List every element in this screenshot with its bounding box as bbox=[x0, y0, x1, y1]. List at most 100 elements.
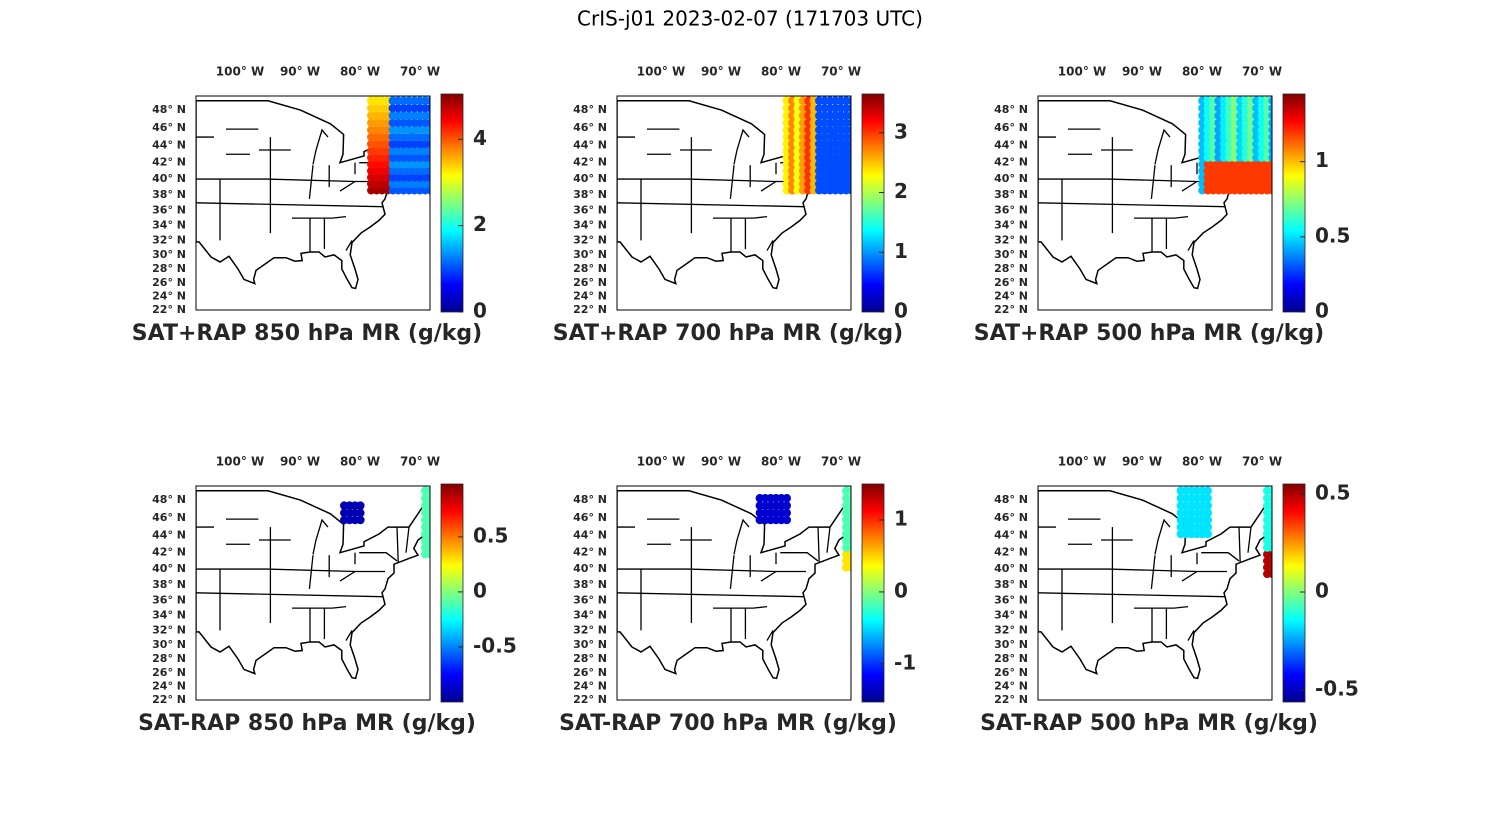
lat-tick-label: 24° N bbox=[573, 680, 607, 693]
lat-tick-label: 44° N bbox=[573, 139, 607, 152]
retrieval-dot bbox=[426, 166, 430, 176]
lat-tick-label: 42° N bbox=[152, 546, 186, 559]
retrieval-dot bbox=[426, 522, 430, 532]
retrieval-dot bbox=[1268, 186, 1272, 195]
state-border bbox=[1038, 592, 1225, 598]
lon-tick-label: 80° W bbox=[761, 65, 801, 79]
colorbar bbox=[440, 483, 464, 703]
colorbar-tick-label: 0.5 bbox=[1315, 480, 1350, 504]
map-panel: 100° W 90° W 80° W 70° W 22° N24° N26° N28° … bbox=[980, 455, 1359, 737]
lat-tick-label: 34° N bbox=[573, 609, 607, 622]
retrieval-dot bbox=[847, 96, 851, 105]
lat-tick-label: 46° N bbox=[573, 511, 607, 524]
retrieval-dot bbox=[1268, 111, 1272, 120]
retrieval-dot bbox=[356, 508, 365, 518]
lat-tick-label: 48° N bbox=[994, 103, 1028, 116]
retrieval-dot bbox=[1268, 543, 1272, 552]
lon-tick-label: 70° W bbox=[1242, 455, 1282, 469]
lat-tick-label: 46° N bbox=[573, 121, 607, 134]
retrieval-dot bbox=[356, 501, 365, 510]
lon-tick-label: 70° W bbox=[400, 65, 440, 79]
panel-title: SAT-RAP 500 hPa MR (g/kg) bbox=[980, 711, 1318, 736]
retrieval-dot bbox=[426, 501, 430, 510]
lat-tick-label: 26° N bbox=[573, 276, 607, 289]
retrieval-dot bbox=[847, 139, 851, 149]
lon-tick-label: 70° W bbox=[1242, 65, 1282, 79]
lon-tick-label: 80° W bbox=[1182, 455, 1222, 469]
lat-tick-label: 30° N bbox=[152, 638, 186, 651]
colorbar-tick-label: 0 bbox=[894, 578, 908, 602]
lat-tick-label: 38° N bbox=[152, 188, 186, 201]
lat-tick-label: 22° N bbox=[573, 693, 607, 706]
state-border bbox=[1187, 240, 1195, 251]
retrieval-dot bbox=[1268, 563, 1272, 572]
lon-tick-label: 70° W bbox=[400, 455, 440, 469]
lat-tick-label: 38° N bbox=[994, 578, 1028, 591]
retrieval-dot bbox=[1203, 486, 1213, 495]
retrieval-dot bbox=[847, 125, 851, 135]
map-content bbox=[1038, 96, 1272, 290]
state-border bbox=[1154, 518, 1171, 555]
lat-tick-label: 46° N bbox=[994, 121, 1028, 134]
retrieval-dot bbox=[426, 173, 430, 182]
colorbar-tick-label: 0 bbox=[473, 578, 487, 602]
retrieval-dot bbox=[847, 536, 851, 546]
state-border bbox=[345, 240, 353, 251]
lat-tick-label: 24° N bbox=[994, 290, 1028, 303]
colorbar bbox=[440, 93, 464, 313]
colorbar bbox=[1282, 93, 1306, 313]
map-frame bbox=[195, 95, 431, 311]
colorbar-tick-label: 1 bbox=[894, 239, 908, 263]
colorbar bbox=[861, 483, 885, 703]
lat-tick-label: 26° N bbox=[994, 276, 1028, 289]
map-content bbox=[1038, 486, 1272, 680]
retrieval-dot bbox=[426, 146, 430, 156]
land-outline bbox=[196, 489, 430, 680]
retrieval-dot bbox=[847, 173, 851, 182]
retrieval-dot bbox=[782, 494, 791, 503]
lat-tick-label: 48° N bbox=[152, 103, 186, 116]
state-border bbox=[312, 518, 329, 555]
retrieval-dot bbox=[426, 529, 430, 539]
retrieval-dot bbox=[847, 515, 851, 525]
colorbar-tick-label: -0.5 bbox=[1315, 677, 1359, 701]
lat-tick-label: 28° N bbox=[152, 262, 186, 275]
lat-tick-label: 48° N bbox=[994, 493, 1028, 506]
land-outline bbox=[617, 489, 851, 680]
retrieval-dot bbox=[847, 486, 851, 495]
state-border bbox=[617, 592, 804, 598]
lat-tick-label: 28° N bbox=[573, 652, 607, 665]
state-border bbox=[1187, 630, 1195, 641]
lon-tick-label: 100° W bbox=[1058, 455, 1106, 469]
colorbar-tick-label: 0 bbox=[1315, 299, 1329, 323]
lon-tick-label: 90° W bbox=[280, 455, 320, 469]
retrieval-dot bbox=[1268, 153, 1272, 162]
retrieval-dot bbox=[426, 153, 430, 162]
colorbar-tick-label: 4 bbox=[473, 126, 487, 150]
lat-tick-label: 40° N bbox=[573, 172, 607, 185]
map-frame bbox=[616, 485, 852, 701]
retrieval-dot bbox=[426, 186, 430, 195]
map-frame bbox=[1037, 95, 1273, 311]
retrieval-dot bbox=[426, 536, 430, 546]
lat-tick-label: 44° N bbox=[152, 529, 186, 542]
state-border bbox=[1150, 555, 1156, 589]
state-border bbox=[1181, 570, 1198, 582]
retrieval-dot bbox=[847, 118, 851, 128]
lat-tick-label: 38° N bbox=[573, 188, 607, 201]
lat-tick-label: 40° N bbox=[994, 172, 1028, 185]
lat-tick-label: 26° N bbox=[994, 666, 1028, 679]
retrieval-dot bbox=[1268, 139, 1272, 149]
panel-title: SAT-RAP 850 hPa MR (g/kg) bbox=[138, 711, 476, 736]
map-content bbox=[196, 486, 430, 680]
lon-tick-label: 100° W bbox=[637, 65, 685, 79]
retrieval-dot bbox=[1268, 515, 1272, 525]
lat-tick-label: 30° N bbox=[994, 638, 1028, 651]
state-border bbox=[733, 128, 750, 165]
state-border bbox=[196, 568, 385, 573]
lat-tick-label: 42° N bbox=[994, 156, 1028, 169]
lat-tick-label: 32° N bbox=[152, 623, 186, 636]
retrieval-dot bbox=[1203, 529, 1213, 539]
colorbar-tick-label: -0.5 bbox=[473, 633, 517, 657]
lon-tick-label: 70° W bbox=[821, 455, 861, 469]
